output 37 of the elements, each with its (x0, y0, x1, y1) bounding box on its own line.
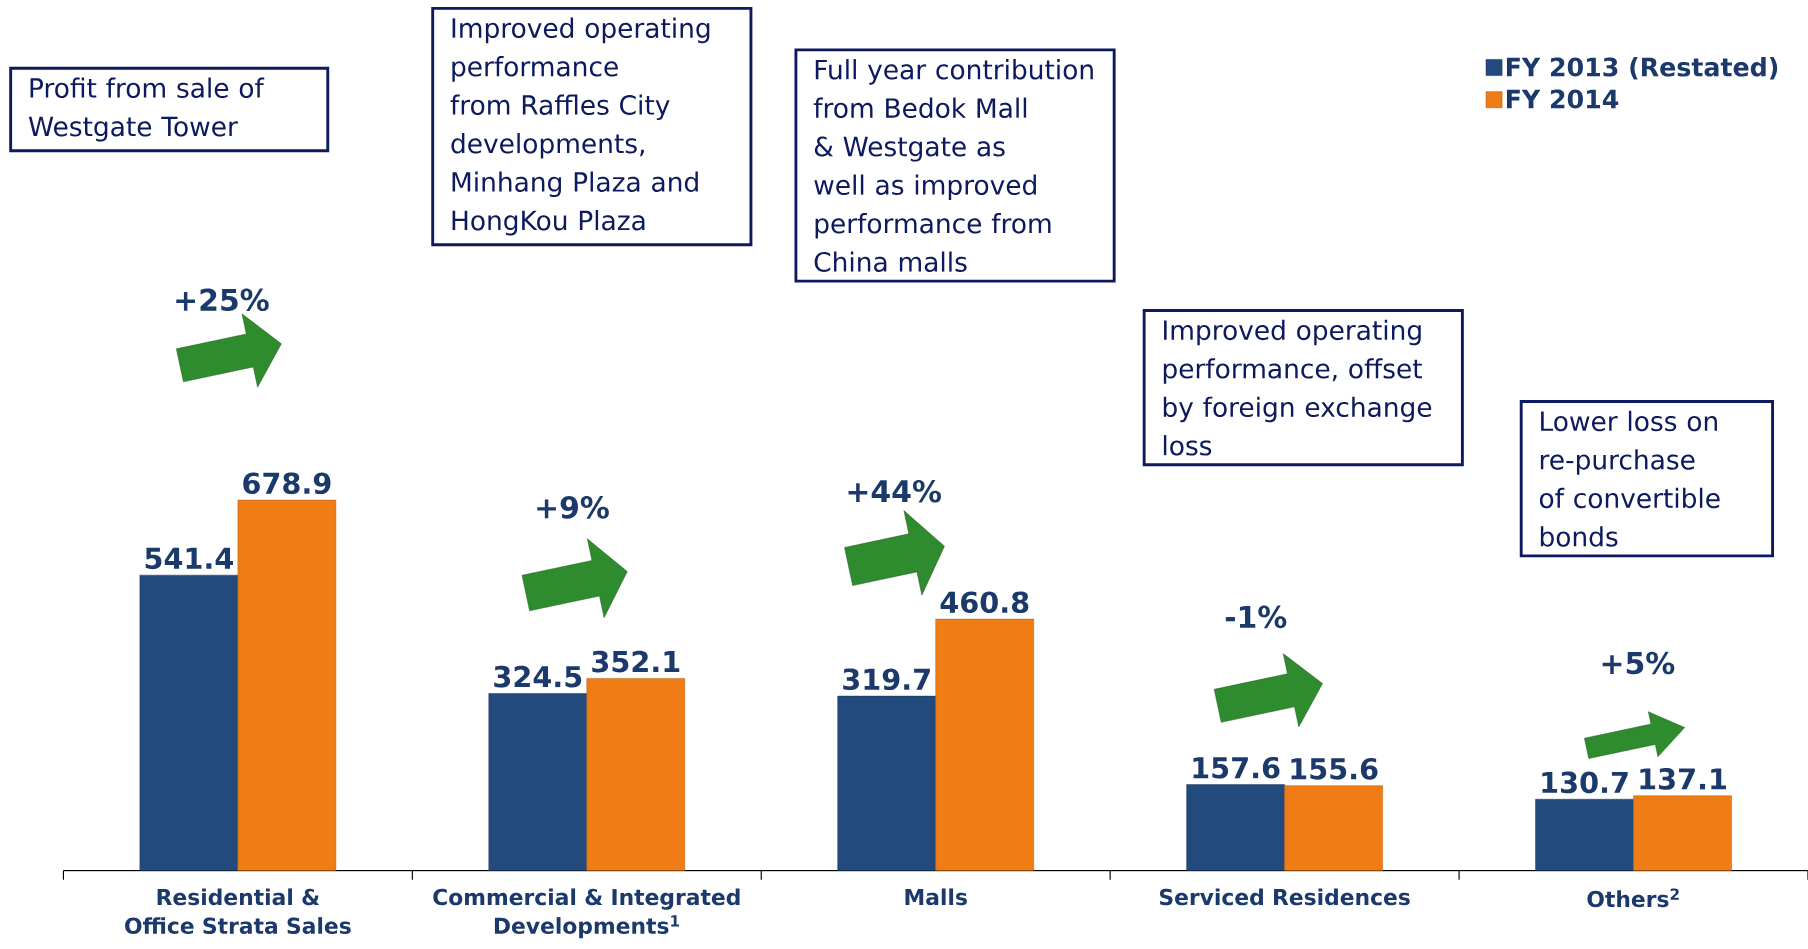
x-tick-label: Commercial & Integrated Developments$^{1}$ (433, 888, 740, 939)
data-label: 324.5 (494, 665, 582, 688)
annotation: -1% (1225, 605, 1287, 629)
legend-label: FY 2013 (Restated) (1506, 57, 1778, 80)
annotation: +9% (537, 496, 609, 519)
x-tick-label: Malls (905, 888, 967, 906)
data-label: 352.1 (592, 650, 680, 673)
bar (586, 678, 686, 871)
annotation: +5% (1602, 651, 1675, 675)
bar (237, 499, 337, 871)
legend-label: FY 2014 (1506, 89, 1619, 109)
data-label: 678.9 (243, 472, 331, 495)
x-tick-label: Residential & Office Strata Sales (125, 888, 351, 935)
data-label: 319.7 (843, 668, 930, 691)
x-tick-label: Others$^{2}$ (1587, 888, 1679, 908)
text: +25% (176, 288, 269, 312)
bar (1186, 784, 1285, 871)
text: Improved operating performance from Raffles City developments, Minhang Plaza and HongKou Plaza (450, 17, 710, 236)
data-label: 157.6 (1193, 756, 1280, 779)
text: Improved operating performance, offset by foreign exchange loss (1163, 319, 1432, 456)
bar (139, 574, 239, 871)
text: Full year contribution from Bedok Mall & Westgate as well as improved performance from China malls (813, 59, 1093, 272)
x-tick-label: Serviced Residences (1159, 888, 1410, 906)
data-label: 541.4 (145, 547, 233, 570)
bar (1633, 795, 1732, 871)
annotation: +44% (848, 479, 941, 503)
text: Profit from sale of Westgate Tower (28, 77, 265, 142)
data-label: 460.8 (940, 591, 1029, 614)
bar (837, 695, 936, 871)
annotation: Lower loss on re-purchase of convertible bonds (1539, 410, 1720, 547)
bar (488, 693, 588, 871)
data-label: 155.6 (1291, 757, 1378, 780)
bar (1535, 799, 1634, 871)
data-label: 137.1 (1640, 768, 1726, 790)
bar (1284, 785, 1383, 871)
data-label: 130.7 (1542, 771, 1628, 794)
bar (935, 618, 1034, 871)
